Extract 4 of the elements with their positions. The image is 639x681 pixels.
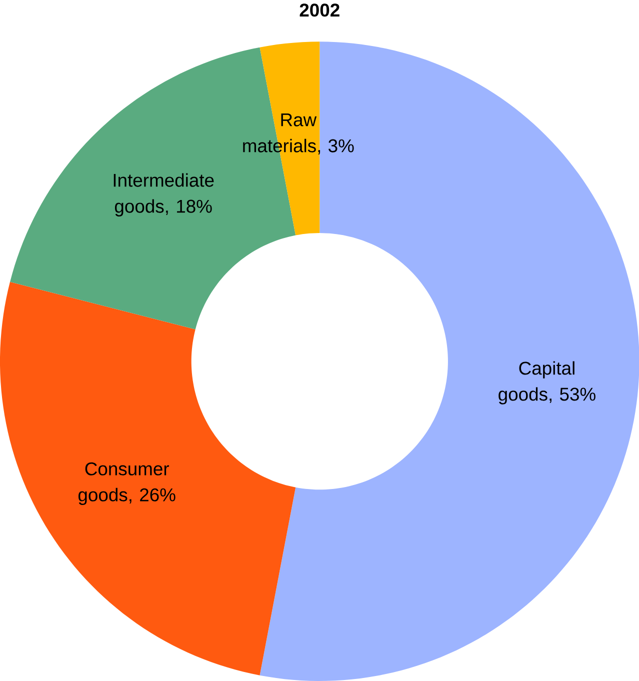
slice-label: Capital goods, 53% bbox=[498, 361, 596, 404]
slice-label: Intermediate goods, 18% bbox=[114, 173, 214, 216]
slice-label: Consumer goods, 26% bbox=[78, 462, 176, 506]
chart-title: 2002 bbox=[300, 4, 340, 17]
